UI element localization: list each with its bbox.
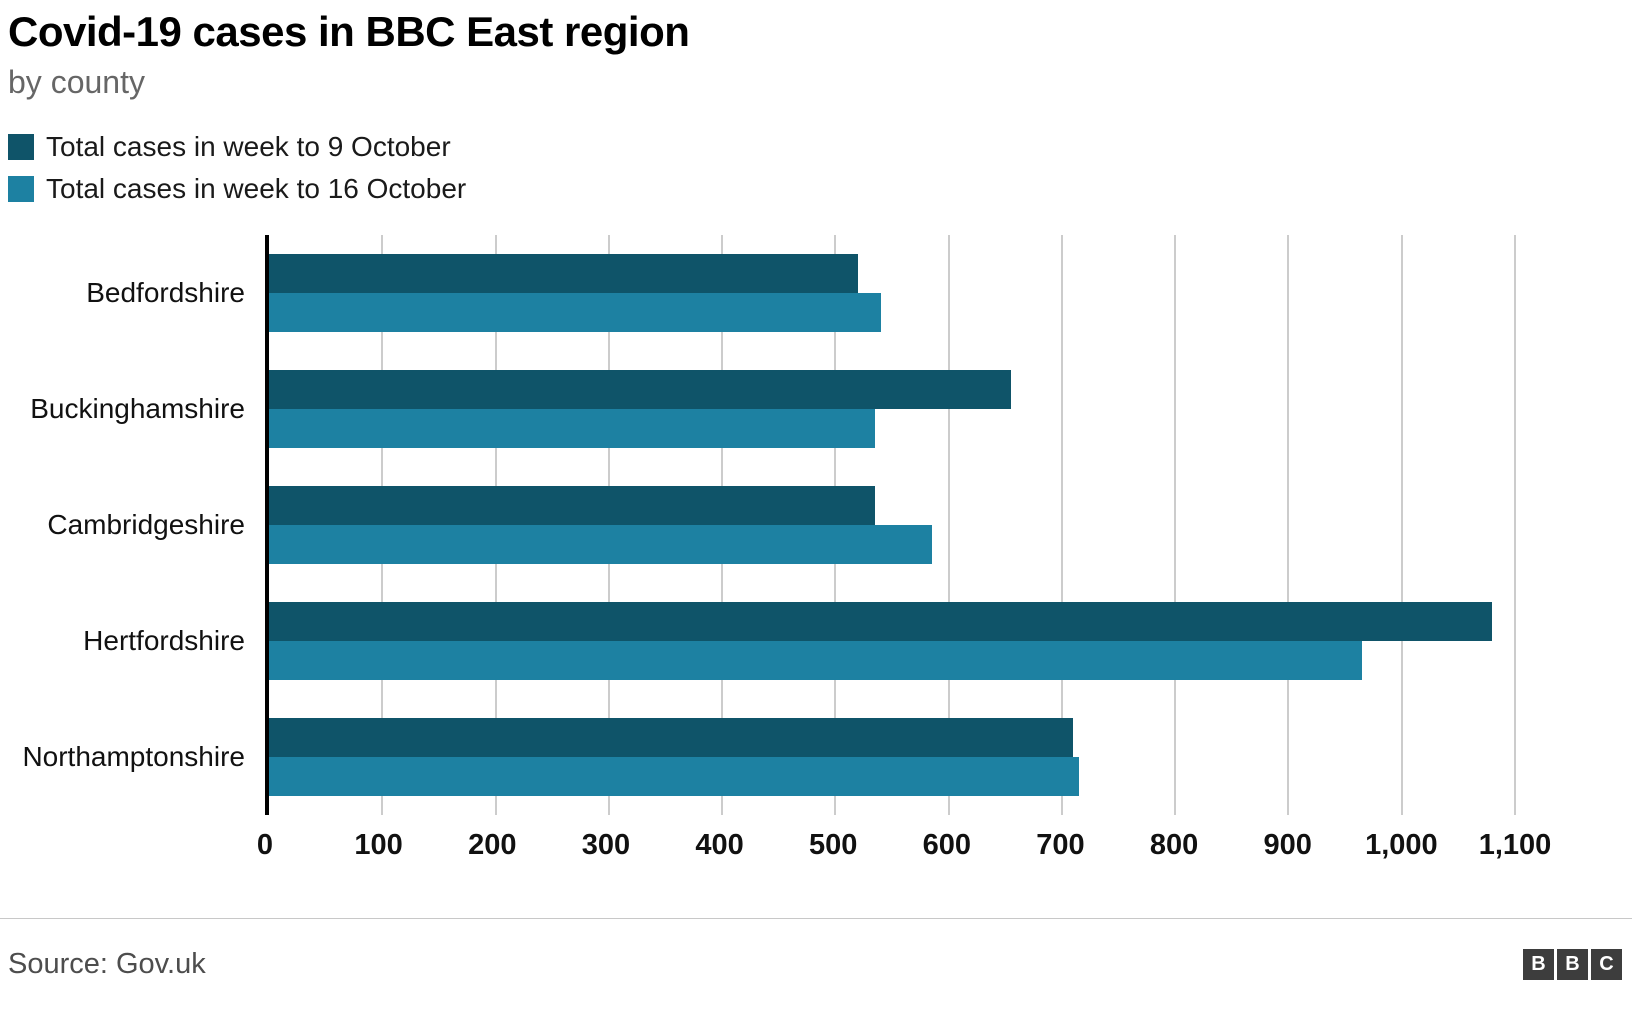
bar [269,602,1493,641]
bar [269,757,1079,796]
gridline [1400,235,1403,815]
x-tick-label: 300 [581,829,631,861]
bar [269,718,1074,757]
bar [269,641,1363,680]
legend-label: Total cases in week to 9 October [46,131,451,162]
gridline [1514,235,1516,815]
bar-group [269,467,1515,583]
bar-group [269,351,1515,467]
x-tick-label: 200 [468,829,517,861]
bar [269,486,875,525]
x-tick-label: 0 [256,829,274,861]
x-axis: 0 100 200 300 400 500 600 700 800 900 1,000 1,100 [257,825,1551,875]
plot-area [265,235,1516,815]
category-label: Northamptonshire [22,741,245,772]
x-tick-label: 700 [1036,829,1085,861]
chart-title: Covid-19 cases in BBC East region [8,8,690,55]
gridline [1287,235,1290,815]
legend-label: Total cases in week to 16 October [46,173,467,204]
bar-group [269,699,1515,815]
x-tick-label: 1,000 [1365,829,1438,861]
category-label: Buckinghamshire [30,393,245,424]
x-tick-label: 800 [1149,829,1199,861]
category-label: Bedfordshire [86,277,245,308]
gridline [947,235,950,815]
legend-item: Total cases in week to 9 October [8,131,1632,163]
legend-swatch [8,134,34,160]
category-label: Hertfordshire [83,625,245,656]
gridline [1174,235,1177,815]
bar-chart: Bedfordshire Buckinghamshire Cambridgeshir… [8,235,1632,875]
bbc-logo-letter: C [1591,949,1622,980]
bar-groups [269,235,1515,815]
category-axis: Bedfordshire Buckinghamshire Cambridgeshir… [8,235,265,875]
x-tick-label: 1,100 [1478,829,1552,861]
bar [269,525,932,564]
bar [269,254,859,293]
x-tick-label: 900 [1263,829,1312,861]
legend: Total cases in week to 9 October Total ca… [8,131,1632,205]
bar [269,409,875,448]
category-label: Cambridgeshire [47,509,245,540]
bar [269,370,1011,409]
bar [269,293,881,332]
bbc-logo-letter: B [1557,949,1588,980]
x-tick-label: 500 [808,829,858,861]
x-tick-label: 100 [354,829,403,861]
legend-item: Total cases in week to 16 October [8,173,1632,205]
bbc-logo-letter: B [1523,949,1554,980]
x-tick-label: 400 [695,829,744,861]
chart-subtitle: by county [8,64,145,100]
plot-column: 0 100 200 300 400 500 600 700 800 900 1,000 1,100 [257,235,1551,875]
bar-group [269,583,1515,699]
x-tick-label: 600 [922,829,972,861]
source-label: Source: Gov.uk [8,948,206,980]
legend-swatch [8,176,34,202]
bar-group [269,235,1515,351]
gridline [1060,235,1063,815]
